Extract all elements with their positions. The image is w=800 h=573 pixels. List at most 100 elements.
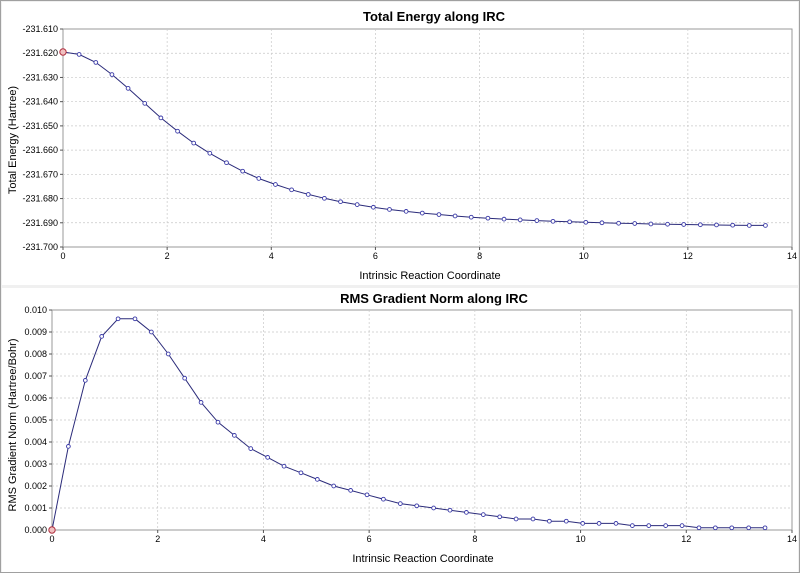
y-tick-label: 0.001	[24, 503, 47, 513]
y-tick-label: 0.002	[24, 481, 47, 491]
data-point	[240, 168, 245, 174]
chart-title: RMS Gradient Norm along IRC	[340, 291, 528, 306]
y-tick-label: -231.610	[22, 24, 58, 34]
data-point	[125, 85, 131, 91]
y-tick-label: -231.690	[22, 218, 58, 228]
data-point	[175, 128, 180, 134]
x-tick-label: 12	[683, 251, 693, 261]
data-point	[596, 521, 602, 526]
y-tick-label: -231.670	[22, 169, 58, 179]
x-tick-label: 2	[165, 251, 170, 261]
y-tick-label: 0.010	[24, 305, 47, 315]
data-point	[182, 375, 188, 381]
data-point	[165, 351, 171, 357]
x-tick-label: 4	[269, 251, 274, 261]
data-point	[322, 195, 327, 201]
x-tick-label: 2	[155, 534, 160, 544]
data-point	[215, 419, 221, 425]
data-point	[298, 470, 304, 476]
x-axis-label: Intrinsic Reaction Coordinate	[359, 270, 500, 282]
x-tick-label: 14	[787, 534, 797, 544]
data-point	[305, 192, 311, 197]
data-point	[648, 221, 654, 227]
data-point	[331, 483, 337, 489]
x-tick-label: 8	[472, 534, 477, 544]
data-point	[480, 512, 486, 517]
data-point	[387, 207, 392, 212]
x-tick-label: 10	[579, 251, 589, 261]
data-point	[248, 446, 254, 451]
data-point	[513, 516, 519, 522]
data-point	[142, 101, 148, 106]
y-tick-label: 0.000	[24, 525, 47, 535]
data-point	[714, 222, 719, 228]
x-tick-label: 4	[261, 534, 266, 544]
x-tick-label: 6	[373, 251, 378, 261]
data-point	[273, 182, 278, 187]
y-axis-label: RMS Gradient Norm (Hartree/Bohr)	[7, 339, 19, 512]
data-point	[763, 223, 768, 228]
data-point	[563, 518, 569, 524]
data-point	[436, 212, 442, 217]
data-point	[149, 329, 154, 335]
y-tick-label: -231.660	[22, 145, 58, 155]
data-point	[354, 202, 360, 207]
data-point	[599, 220, 605, 226]
y-tick-label: 0.006	[24, 393, 47, 403]
total-energy-chart-panel: Total Energy along IRC Intrinsic Reactio…	[2, 2, 798, 285]
series-line	[62, 51, 766, 226]
data-point	[663, 523, 669, 528]
data-point	[632, 221, 638, 226]
chart-title: Total Energy along IRC	[363, 9, 506, 24]
data-point	[232, 433, 237, 438]
rms-gradient-chart-panel: RMS Gradient Norm along IRC Intrinsic Re…	[2, 288, 798, 572]
data-point	[93, 60, 99, 65]
x-axis-label: Intrinsic Reaction Coordinate	[352, 553, 493, 565]
x-tick-label: 12	[681, 534, 691, 544]
data-point	[99, 334, 105, 339]
data-point	[497, 514, 503, 520]
data-point	[381, 496, 386, 502]
data-point	[132, 316, 138, 322]
data-point	[613, 521, 619, 526]
series-line	[51, 318, 765, 531]
data-point	[281, 463, 287, 469]
data-point	[665, 221, 670, 227]
x-tick-label: 0	[60, 251, 65, 261]
data-point	[158, 115, 164, 121]
y-tick-label: 0.009	[24, 327, 47, 337]
data-point	[746, 525, 752, 531]
data-point-current	[48, 526, 56, 534]
data-point	[338, 199, 343, 205]
data-point	[762, 525, 768, 531]
data-point	[403, 209, 409, 214]
data-point	[289, 187, 294, 193]
data-point	[468, 214, 474, 220]
data-point	[191, 140, 197, 146]
data-point	[464, 510, 469, 515]
x-tick-label: 0	[49, 534, 54, 544]
data-point	[567, 219, 573, 225]
data-point	[517, 217, 523, 223]
data-point	[109, 72, 115, 77]
data-point	[534, 218, 540, 223]
data-point	[729, 525, 735, 531]
data-point	[730, 222, 735, 228]
data-point	[66, 444, 71, 449]
data-point	[76, 52, 82, 57]
data-point	[397, 501, 403, 506]
data-point	[364, 492, 370, 498]
data-point	[547, 518, 552, 524]
data-point	[207, 150, 213, 156]
data-point	[530, 516, 536, 522]
data-point-current	[59, 48, 67, 56]
data-point	[82, 378, 88, 383]
data-point	[630, 523, 635, 528]
data-point	[314, 477, 320, 482]
data-point	[224, 160, 229, 166]
data-point	[550, 218, 556, 224]
data-point	[616, 220, 621, 226]
data-point	[679, 523, 685, 528]
y-tick-label: -231.620	[22, 48, 58, 58]
